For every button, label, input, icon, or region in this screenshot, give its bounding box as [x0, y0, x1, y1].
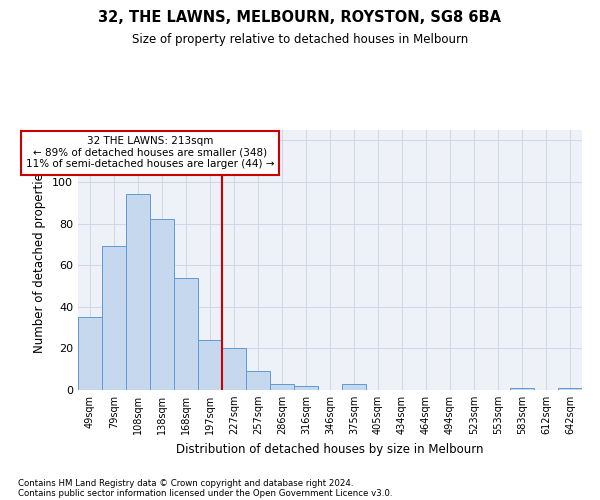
- Bar: [342, 384, 366, 390]
- Text: Size of property relative to detached houses in Melbourn: Size of property relative to detached ho…: [132, 32, 468, 46]
- Bar: [126, 194, 150, 390]
- Text: Distribution of detached houses by size in Melbourn: Distribution of detached houses by size …: [176, 442, 484, 456]
- Bar: [246, 372, 270, 390]
- Y-axis label: Number of detached properties: Number of detached properties: [34, 167, 46, 353]
- Bar: [294, 386, 318, 390]
- Bar: [78, 317, 102, 390]
- Bar: [150, 220, 174, 390]
- Bar: [102, 246, 126, 390]
- Bar: [270, 384, 294, 390]
- Text: 32, THE LAWNS, MELBOURN, ROYSTON, SG8 6BA: 32, THE LAWNS, MELBOURN, ROYSTON, SG8 6B…: [98, 10, 502, 25]
- Bar: [198, 340, 222, 390]
- Text: Contains HM Land Registry data © Crown copyright and database right 2024.: Contains HM Land Registry data © Crown c…: [18, 478, 353, 488]
- Bar: [558, 388, 582, 390]
- Text: 32 THE LAWNS: 213sqm
← 89% of detached houses are smaller (348)
11% of semi-deta: 32 THE LAWNS: 213sqm ← 89% of detached h…: [26, 136, 274, 170]
- Text: Contains public sector information licensed under the Open Government Licence v3: Contains public sector information licen…: [18, 488, 392, 498]
- Bar: [510, 388, 534, 390]
- Bar: [222, 348, 246, 390]
- Bar: [174, 278, 198, 390]
